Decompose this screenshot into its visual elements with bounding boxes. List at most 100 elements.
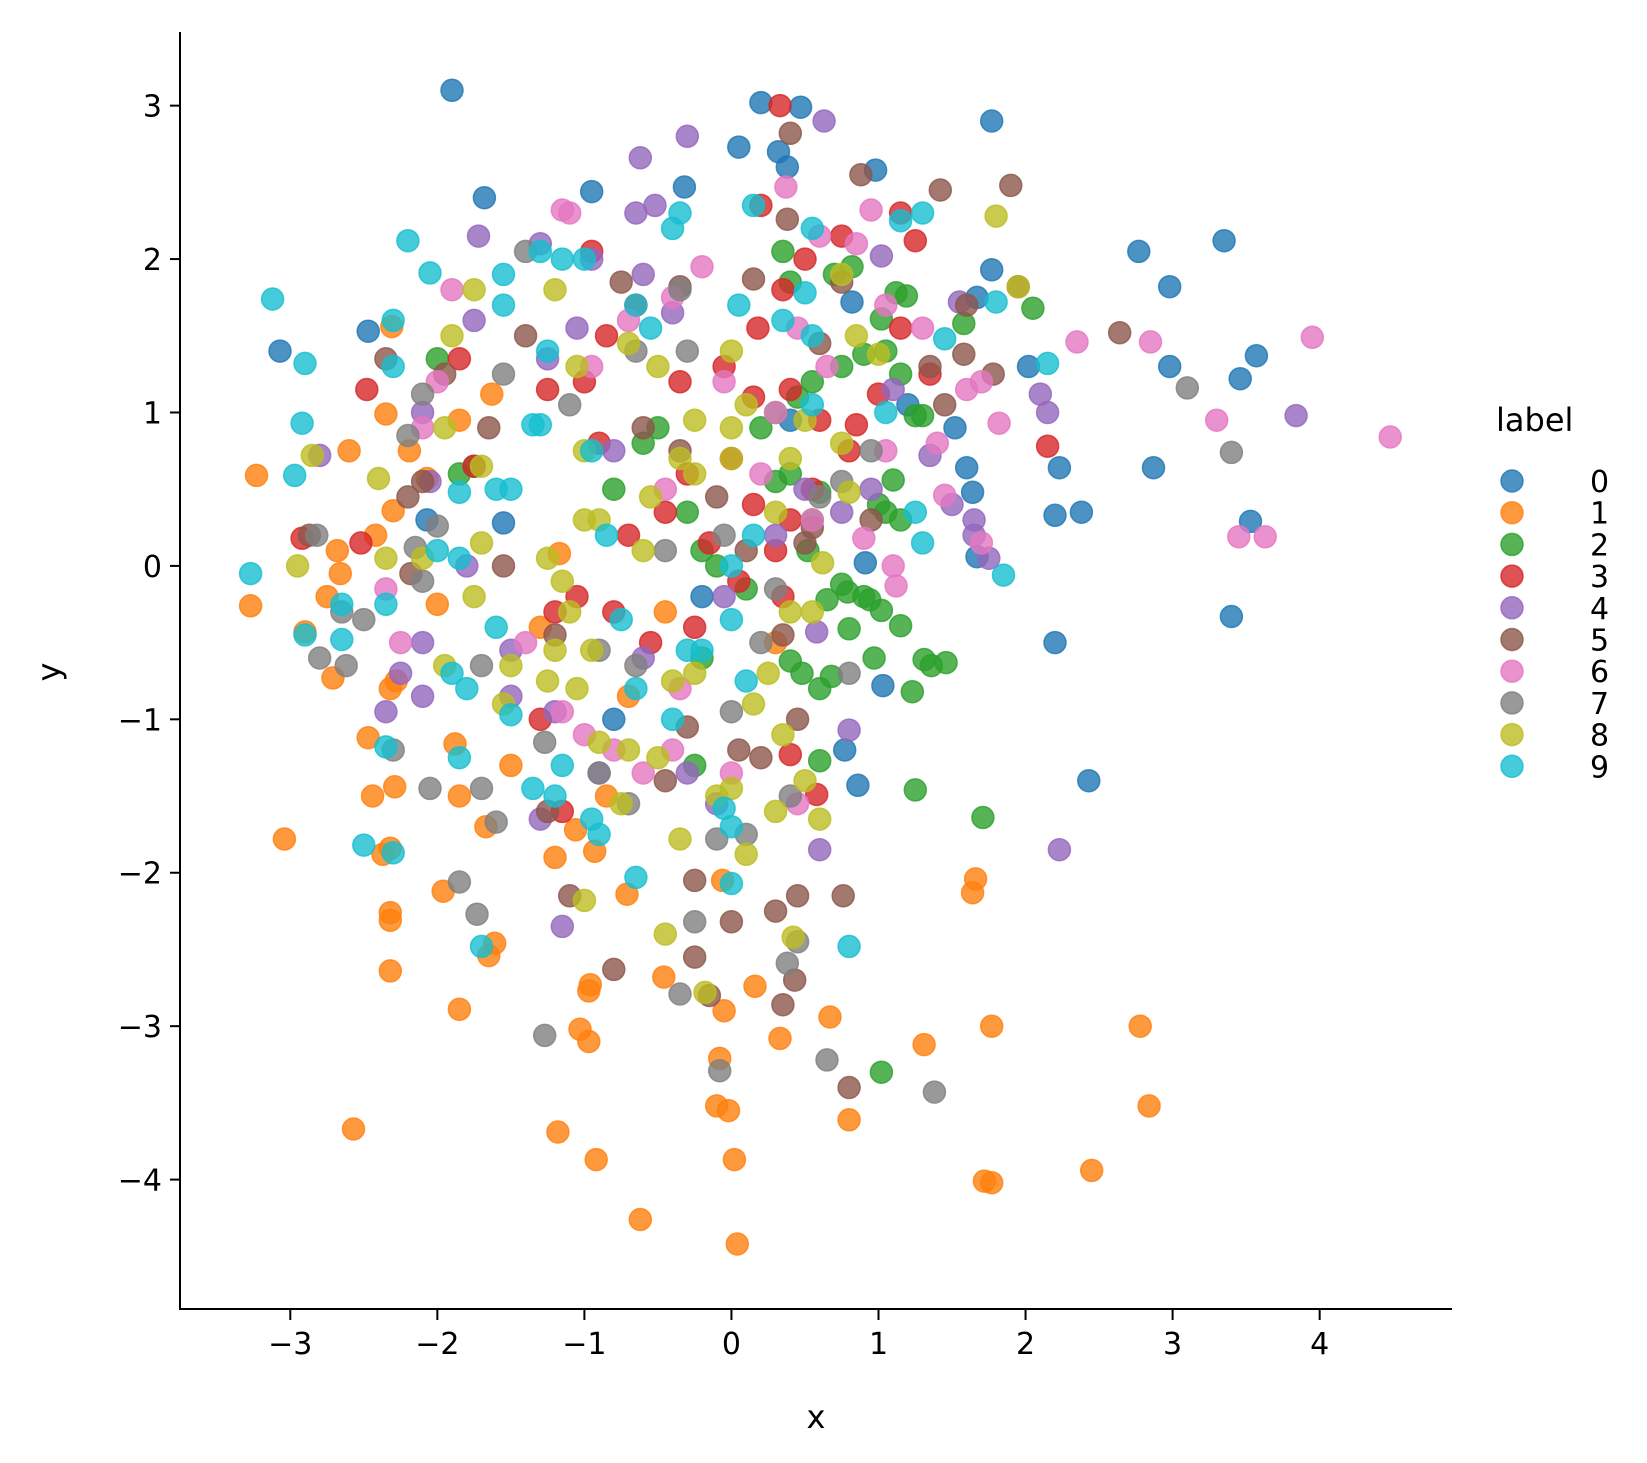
legend-marker bbox=[1500, 532, 1524, 557]
data-point bbox=[543, 277, 567, 302]
data-point bbox=[465, 902, 489, 926]
data-point bbox=[788, 95, 813, 119]
data-point bbox=[844, 324, 869, 348]
data-point bbox=[800, 393, 825, 417]
data-point bbox=[484, 810, 508, 834]
data-point bbox=[491, 262, 516, 287]
data-point bbox=[425, 538, 450, 563]
data-point bbox=[869, 1060, 894, 1084]
data-point bbox=[719, 607, 744, 632]
data-point bbox=[1227, 525, 1251, 549]
data-point bbox=[1035, 400, 1060, 425]
data-point bbox=[918, 354, 942, 379]
data-point bbox=[741, 492, 766, 517]
data-point bbox=[462, 584, 486, 609]
data-point bbox=[771, 308, 795, 333]
data-point bbox=[874, 400, 898, 425]
x-tick-label: 1 bbox=[869, 1327, 888, 1362]
y-tick-label: −4 bbox=[118, 1164, 162, 1199]
data-point bbox=[741, 267, 766, 291]
data-point bbox=[513, 324, 538, 348]
data-point bbox=[653, 500, 678, 524]
data-point bbox=[741, 523, 766, 547]
data-point bbox=[987, 411, 1011, 435]
legend-marker bbox=[1500, 500, 1524, 525]
data-point bbox=[579, 638, 604, 663]
data-point bbox=[374, 546, 398, 570]
data-point bbox=[447, 347, 472, 371]
data-point bbox=[381, 354, 405, 379]
data-point bbox=[815, 1048, 839, 1072]
data-point bbox=[653, 922, 678, 946]
data-point bbox=[922, 1080, 947, 1104]
data-point bbox=[366, 466, 391, 491]
data-point bbox=[587, 822, 611, 847]
legend-marker bbox=[1500, 754, 1524, 779]
data-point bbox=[800, 370, 825, 394]
data-point bbox=[341, 1117, 366, 1141]
data-point bbox=[999, 173, 1023, 198]
data-point bbox=[469, 531, 494, 555]
data-point bbox=[550, 699, 575, 724]
data-point bbox=[768, 93, 792, 118]
data-point bbox=[1043, 630, 1067, 655]
data-point bbox=[884, 574, 908, 598]
data-point bbox=[774, 175, 798, 199]
data-point bbox=[668, 370, 692, 394]
data-point bbox=[846, 773, 870, 798]
data-point bbox=[859, 477, 883, 501]
data-point bbox=[1157, 274, 1182, 299]
data-point bbox=[616, 738, 641, 762]
data-point bbox=[594, 523, 619, 547]
data-point bbox=[984, 290, 1008, 314]
data-point bbox=[325, 538, 350, 563]
y-axis-ticks: −4 −3 −2 −1 0 1 2 3 bbox=[118, 90, 180, 1199]
data-point bbox=[804, 620, 829, 644]
y-tick-label: 0 bbox=[143, 550, 162, 585]
legend-label: 1 bbox=[1590, 497, 1609, 532]
data-point bbox=[652, 965, 676, 989]
data-point bbox=[971, 805, 995, 830]
data-point bbox=[871, 673, 895, 698]
data-point bbox=[238, 594, 263, 618]
data-point bbox=[682, 462, 707, 486]
data-point bbox=[831, 884, 855, 908]
data-point bbox=[521, 776, 545, 801]
data-point bbox=[725, 1232, 750, 1256]
data-point bbox=[932, 483, 957, 508]
data-point bbox=[374, 592, 398, 617]
data-point bbox=[763, 799, 788, 824]
data-point bbox=[707, 1058, 732, 1083]
data-point bbox=[543, 638, 567, 663]
x-tick-label: −3 bbox=[268, 1327, 312, 1362]
data-point bbox=[800, 216, 825, 241]
data-point bbox=[734, 669, 758, 693]
data-point bbox=[609, 270, 633, 294]
data-point bbox=[499, 753, 523, 778]
data-point bbox=[349, 531, 373, 555]
data-point bbox=[440, 661, 464, 686]
data-point bbox=[771, 722, 795, 747]
data-point bbox=[771, 277, 795, 302]
legend-label: 8 bbox=[1590, 719, 1609, 754]
data-point bbox=[535, 669, 560, 693]
data-point bbox=[337, 439, 361, 463]
data-point bbox=[513, 630, 538, 655]
data-point bbox=[1219, 440, 1244, 465]
data-point bbox=[565, 354, 589, 379]
data-point bbox=[352, 833, 376, 857]
y-tick-label: 2 bbox=[143, 243, 162, 278]
data-point bbox=[374, 699, 398, 724]
data-point bbox=[734, 842, 758, 867]
data-point bbox=[1138, 330, 1163, 354]
data-point bbox=[668, 827, 692, 851]
x-axis-label: x bbox=[807, 1398, 826, 1436]
data-point bbox=[638, 485, 663, 509]
y-axis-label: y bbox=[30, 663, 68, 682]
data-point bbox=[888, 316, 913, 340]
data-point bbox=[749, 630, 773, 655]
data-point bbox=[668, 277, 692, 302]
data-point bbox=[712, 796, 736, 821]
data-point bbox=[849, 162, 873, 187]
